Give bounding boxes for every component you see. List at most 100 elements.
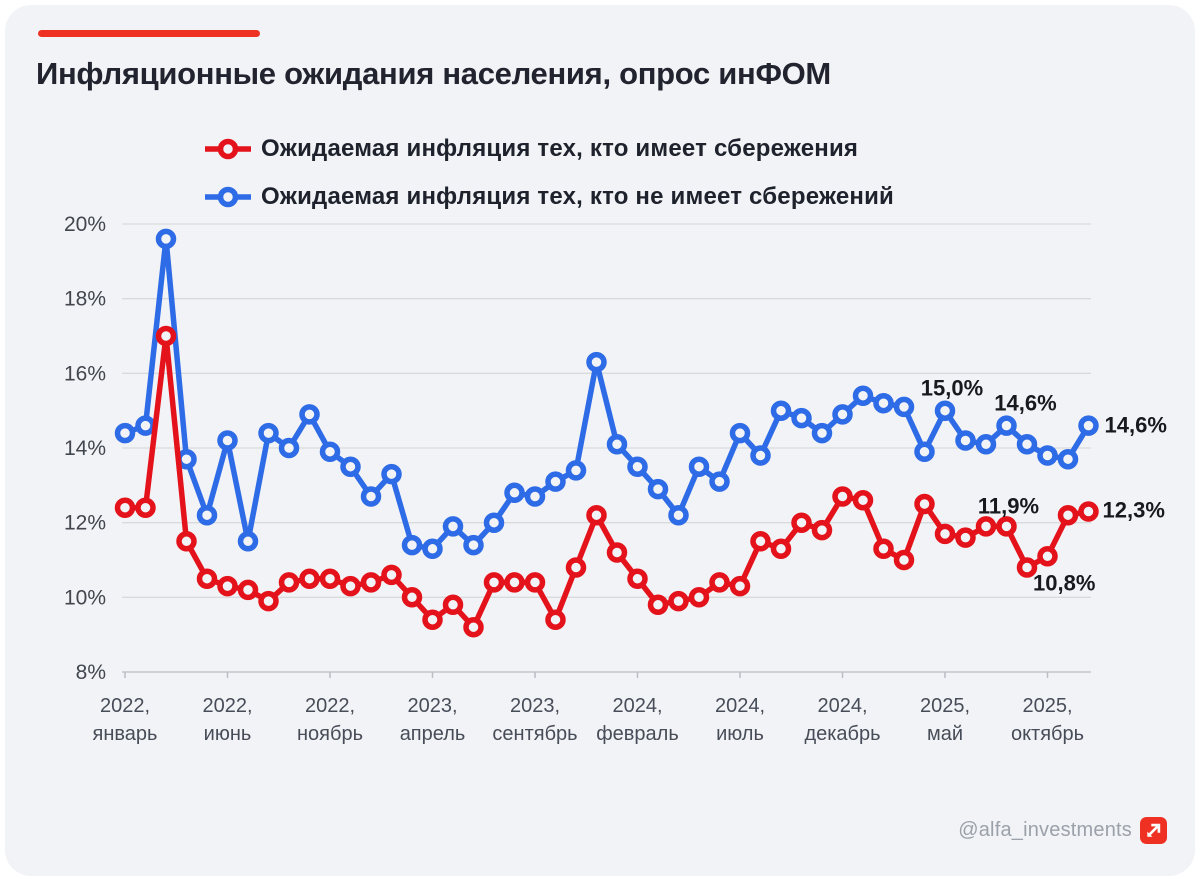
alfa-arrow-icon [1140, 817, 1167, 844]
data-point [893, 396, 915, 418]
data-point [524, 572, 546, 593]
line-marker-icon [205, 186, 251, 208]
data-point [955, 527, 976, 548]
data-point [852, 490, 874, 511]
data-point [155, 228, 177, 250]
data-point [791, 407, 812, 429]
svg-text:ноябрь: ноябрь [297, 723, 363, 745]
data-point [750, 531, 771, 552]
data-point [176, 531, 197, 552]
data-point [422, 538, 443, 560]
data-point [278, 437, 300, 459]
data-point [565, 460, 587, 481]
footer-handle: @alfa_investments [958, 819, 1132, 841]
data-point [729, 575, 751, 597]
data-point [688, 587, 710, 608]
data-point [381, 564, 402, 586]
data-point [975, 516, 997, 537]
data-point [832, 486, 853, 507]
svg-text:18%: 18% [64, 288, 106, 311]
data-point [401, 534, 423, 556]
data-point [996, 516, 1017, 537]
data-point [319, 568, 341, 589]
card-background [5, 5, 1195, 876]
svg-text:2025,: 2025, [920, 695, 970, 717]
data-point [299, 404, 320, 425]
svg-text:сентябрь: сентябрь [492, 723, 577, 745]
data-point [668, 504, 689, 526]
data-point [1037, 546, 1058, 567]
data-point [893, 549, 915, 571]
data-point [873, 392, 894, 414]
data-point [114, 422, 136, 444]
footer-branding: @alfa_investments [958, 817, 1167, 844]
legend-label: Ожидаемая инфляция тех, кто не имеет сбе… [261, 183, 895, 210]
data-point [627, 456, 648, 477]
x-axis: 2022, январь 2022, июнь 2022, ноябрь 2023, апре… [93, 672, 1084, 745]
legend-item-with-savings: Ожидаемая инфляция тех, кто имеет сбереж… [202, 133, 894, 165]
svg-text:8%: 8% [76, 661, 106, 684]
svg-text:октябрь: октябрь [1011, 723, 1084, 745]
svg-text:апрель: апрель [400, 723, 466, 745]
data-point [278, 572, 300, 593]
data-point [586, 351, 607, 373]
value-label: 11,9% [978, 493, 1039, 518]
page-title: Инфляционные ожидания населения, опрос и… [36, 56, 831, 91]
data-point [606, 434, 628, 455]
data-point [914, 441, 935, 462]
data-point [237, 579, 259, 601]
data-point [483, 572, 505, 593]
data-point [237, 531, 259, 552]
data-point [463, 534, 484, 556]
data-point [258, 590, 279, 612]
data-point [975, 434, 997, 455]
data-point [360, 572, 382, 593]
data-point [934, 523, 956, 545]
svg-text:декабрь: декабрь [804, 723, 880, 745]
svg-text:16%: 16% [64, 362, 106, 385]
data-point [319, 441, 341, 462]
data-point [1016, 434, 1038, 455]
data-point [1078, 415, 1099, 436]
data-point [340, 456, 361, 477]
svg-text:2024,: 2024, [715, 695, 765, 717]
data-point [360, 486, 382, 507]
data-point [586, 504, 607, 526]
data-point [647, 594, 669, 616]
svg-text:2023,: 2023, [510, 695, 560, 717]
data-point [873, 538, 894, 560]
data-point [709, 572, 730, 593]
series-with-savings [114, 325, 1099, 638]
data-point [114, 497, 136, 518]
data-point [340, 575, 361, 597]
data-point [565, 557, 587, 578]
svg-text:2025,: 2025, [1022, 695, 1072, 717]
data-point [483, 512, 505, 533]
y-axis-labels: 8% 10% 12% 14% 16% 18% 20% [64, 213, 106, 684]
data-point [401, 587, 423, 608]
data-point [504, 482, 525, 504]
svg-text:2024,: 2024, [612, 695, 662, 717]
svg-text:10%: 10% [64, 586, 106, 609]
data-point [545, 609, 566, 630]
data-point [422, 609, 443, 630]
line-marker-icon [205, 138, 251, 160]
data-point [729, 422, 751, 444]
value-label: 15,0% [921, 376, 983, 401]
svg-text:май: май [927, 723, 963, 745]
data-point [524, 486, 546, 507]
data-point [217, 575, 238, 597]
series-without-savings [114, 228, 1099, 560]
data-point [545, 471, 566, 492]
legend-label: Ожидаемая инфляция тех, кто имеет сбереж… [261, 135, 859, 162]
data-point [852, 385, 874, 406]
data-point [442, 594, 464, 616]
data-point [750, 445, 771, 466]
data-point [811, 422, 833, 444]
svg-text:14%: 14% [64, 437, 106, 460]
data-point [934, 400, 956, 421]
data-point [135, 497, 156, 518]
svg-text:12%: 12% [64, 512, 106, 535]
accent-bar [38, 30, 260, 37]
